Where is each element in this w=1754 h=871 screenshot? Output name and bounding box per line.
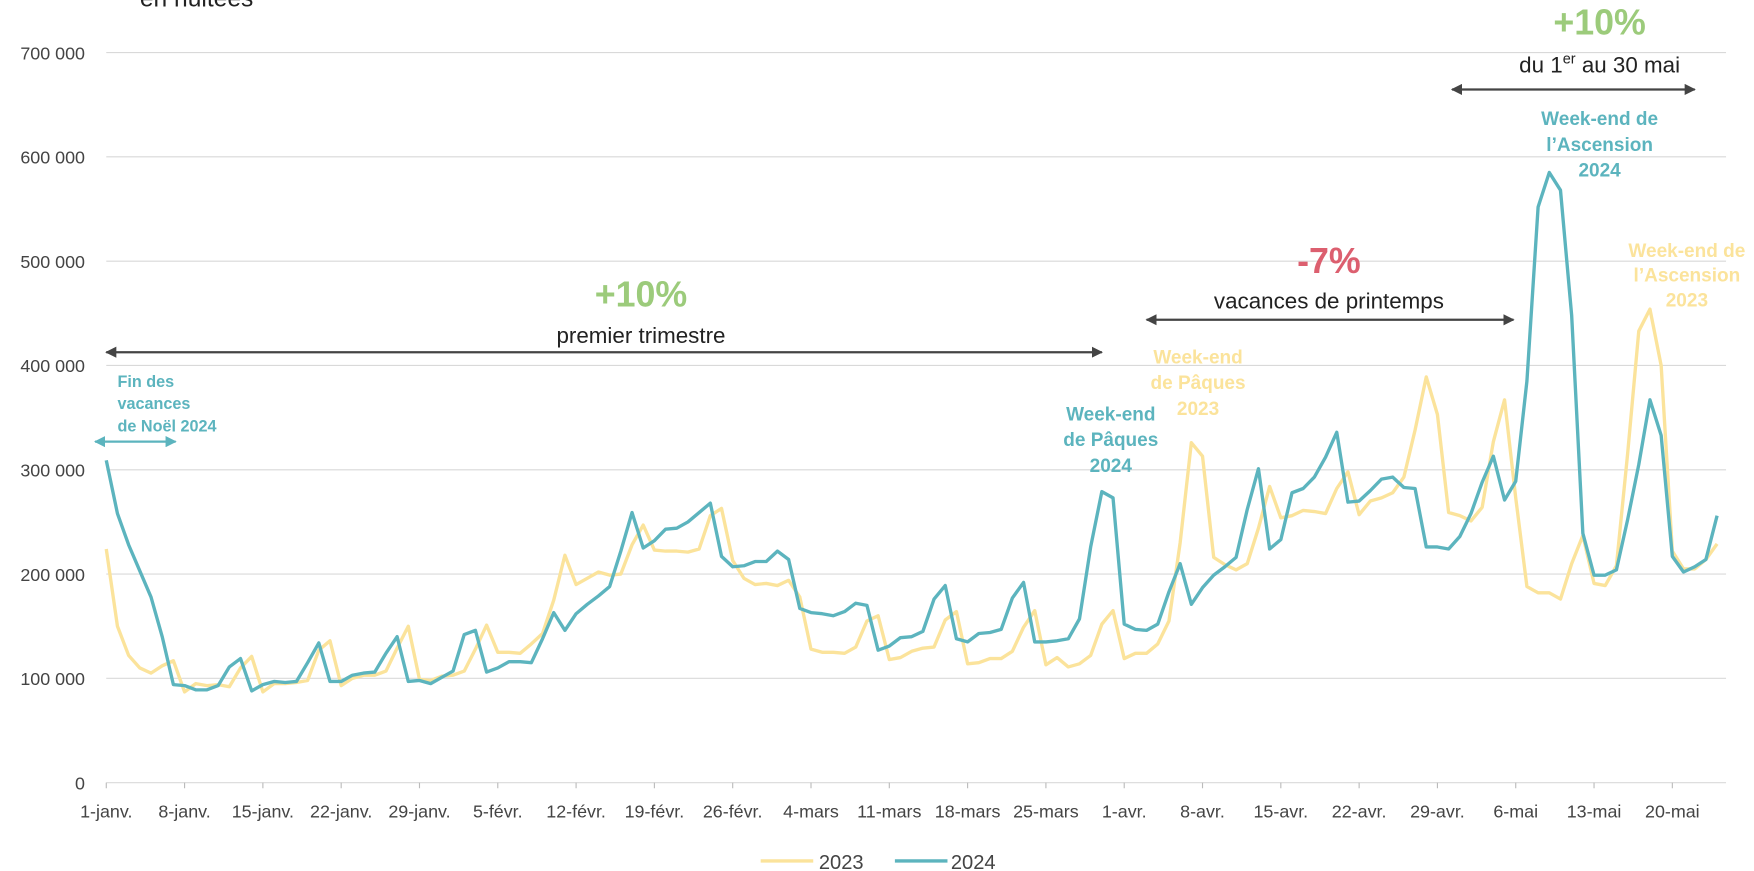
y-tick-label: 500 000	[20, 252, 85, 272]
event-label: de Pâques	[1063, 430, 1158, 451]
y-tick-label: 300 000	[20, 460, 85, 480]
period-label: du 1er au 30 mai	[1519, 52, 1680, 78]
x-tick-label: 13-mai	[1567, 801, 1622, 821]
x-tick-label: 29-avr.	[1410, 801, 1465, 821]
x-tick-label: 5-févr.	[473, 801, 523, 821]
event-label: Fin des	[117, 373, 174, 391]
event-label: Week-end de	[1541, 109, 1658, 130]
period-label-part: au 30 mai	[1576, 53, 1680, 78]
x-tick-label: 12-févr.	[546, 801, 606, 821]
legend-label: 2023	[819, 852, 864, 871]
x-tick-label: 8-janv.	[158, 801, 210, 821]
event-label: Week-end	[1066, 404, 1155, 425]
y-tick-label: 0	[75, 773, 85, 793]
period-change: +10%	[1553, 3, 1646, 43]
series-line	[104, 170, 1719, 693]
y-tick-label: 700 000	[20, 43, 85, 63]
period-label-part: er	[1563, 52, 1576, 68]
x-tick-label: 29-janv.	[388, 801, 450, 821]
event-label: Week-end	[1153, 347, 1242, 368]
series-line	[104, 307, 1719, 694]
event-label: Week-end de	[1628, 241, 1745, 262]
x-tick-label: 22-avr.	[1332, 801, 1387, 821]
x-tick-label: 8-avr.	[1180, 801, 1225, 821]
period-label-part: du 1	[1519, 53, 1563, 78]
x-tick-label: 15-avr.	[1253, 801, 1308, 821]
x-tick-label: 1-janv.	[80, 801, 132, 821]
y-tick-label: 100 000	[20, 669, 85, 689]
legend-label: 2024	[951, 852, 996, 871]
y-tick-label: 400 000	[20, 356, 85, 376]
y-tick-label: 600 000	[20, 148, 85, 168]
event-label: de Noël 2024	[117, 418, 216, 436]
x-tick-label: 25-mars	[1013, 801, 1079, 821]
event-label: de Pâques	[1151, 373, 1246, 394]
x-tick-label: 18-mars	[935, 801, 1001, 821]
y-tick-label: 200 000	[20, 565, 85, 585]
period-label: premier trimestre	[556, 323, 725, 348]
period-change: -7%	[1297, 241, 1361, 281]
x-tick-label: 1-avr.	[1102, 801, 1147, 821]
event-label: 2023	[1177, 399, 1219, 420]
x-tick-label: 26-févr.	[703, 801, 763, 821]
x-tick-label: 19-févr.	[625, 801, 685, 821]
event-label: l’Ascension	[1546, 135, 1653, 156]
event-label: vacances	[117, 395, 190, 413]
event-label: 2024	[1578, 161, 1621, 182]
period-label: vacances de printemps	[1214, 289, 1444, 314]
period-change: +10%	[595, 274, 688, 314]
subtitle: en nuitées	[140, 0, 254, 13]
x-tick-label: 6-mai	[1493, 801, 1538, 821]
event-label: 2023	[1666, 290, 1708, 311]
x-tick-label: 4-mars	[783, 801, 839, 821]
event-label: l’Ascension	[1634, 266, 1741, 287]
event-label: 2024	[1090, 456, 1133, 477]
x-tick-label: 11-mars	[857, 801, 921, 821]
x-tick-label: 22-janv.	[310, 801, 372, 821]
x-tick-label: 20-mai	[1645, 801, 1700, 821]
x-tick-label: 15-janv.	[232, 801, 294, 821]
